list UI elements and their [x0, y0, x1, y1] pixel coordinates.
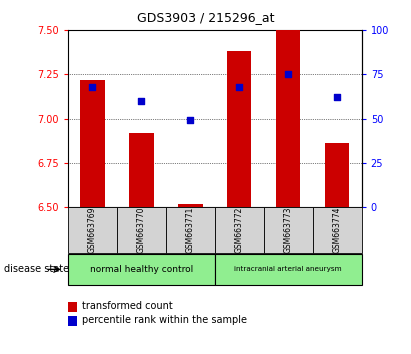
Bar — [264, 207, 313, 253]
Text: GSM663772: GSM663772 — [235, 207, 244, 253]
Bar — [68, 207, 117, 253]
Text: GSM663771: GSM663771 — [186, 207, 195, 253]
Point — [236, 84, 242, 90]
Bar — [215, 254, 362, 285]
Bar — [166, 207, 215, 253]
Point — [285, 72, 291, 77]
Bar — [227, 51, 252, 207]
Point — [334, 95, 340, 100]
Text: GDS3903 / 215296_at: GDS3903 / 215296_at — [137, 11, 274, 24]
Bar — [178, 204, 203, 207]
Bar — [325, 143, 349, 207]
Point — [187, 118, 194, 123]
Text: transformed count: transformed count — [82, 301, 173, 311]
Text: GSM663769: GSM663769 — [88, 207, 97, 253]
Point — [89, 84, 96, 90]
Bar — [129, 133, 154, 207]
Text: GSM663770: GSM663770 — [137, 207, 146, 253]
Bar — [313, 207, 362, 253]
Bar — [276, 30, 300, 207]
Bar — [215, 207, 264, 253]
Text: disease state: disease state — [4, 264, 69, 274]
Text: normal healthy control: normal healthy control — [90, 265, 193, 274]
Bar — [68, 254, 215, 285]
Bar — [80, 80, 104, 207]
Point — [138, 98, 145, 104]
Text: intracranial arterial aneurysm: intracranial arterial aneurysm — [234, 267, 342, 272]
Bar — [117, 207, 166, 253]
Text: GSM663774: GSM663774 — [332, 207, 342, 253]
Text: percentile rank within the sample: percentile rank within the sample — [82, 315, 247, 325]
Text: GSM663773: GSM663773 — [284, 207, 293, 253]
